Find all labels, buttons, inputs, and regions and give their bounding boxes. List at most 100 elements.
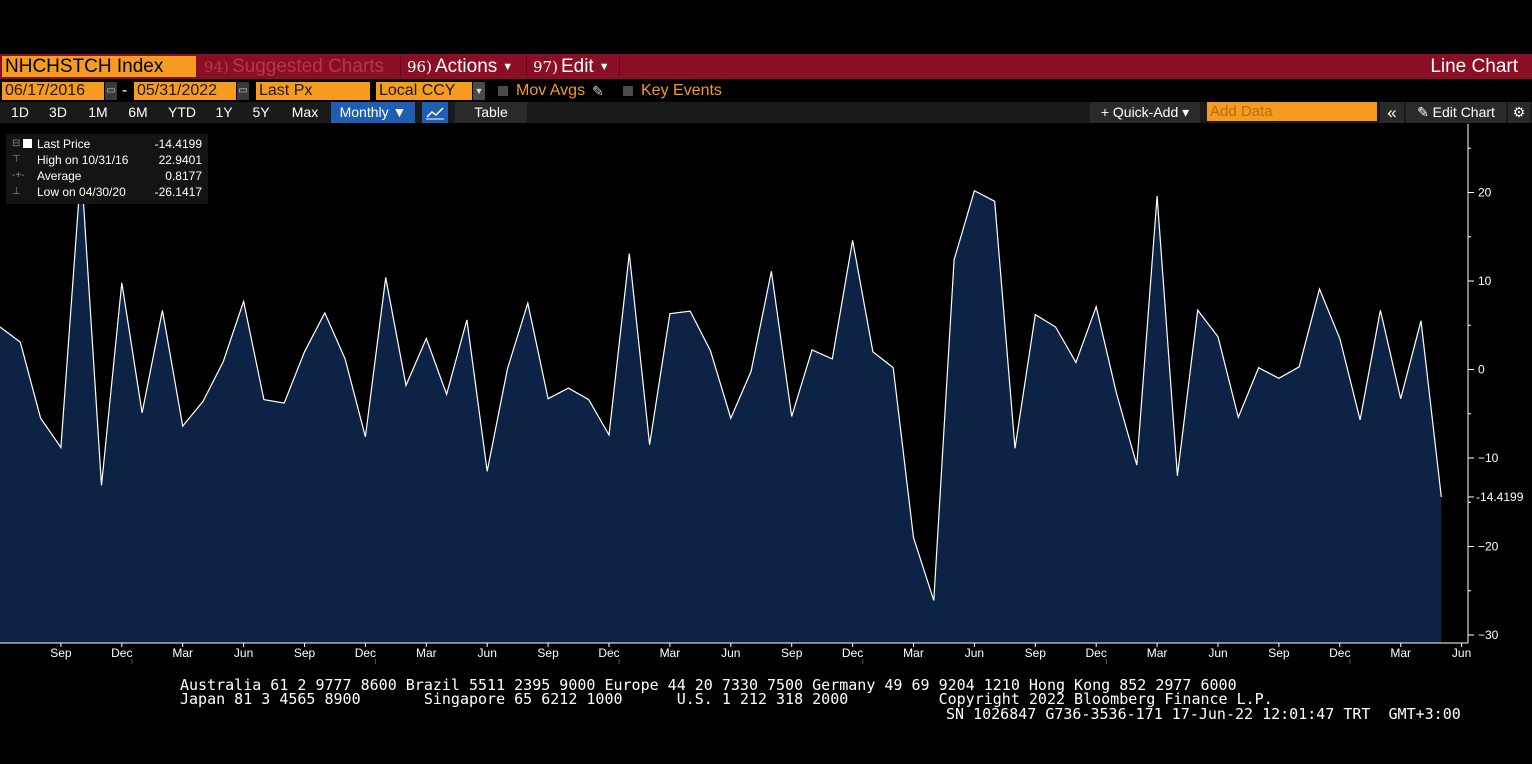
- suggested-charts-label: Suggested Charts: [231, 56, 385, 77]
- x-month-label: Sep: [50, 646, 72, 660]
- x-year-label: 2021: [1205, 662, 1232, 664]
- series-swatch-icon: [23, 139, 32, 148]
- header-divider: [526, 56, 527, 77]
- mov-avgs-label[interactable]: Mov Avgs: [516, 82, 586, 99]
- header-divider: [400, 56, 401, 77]
- legend-average-label: Average: [37, 169, 82, 183]
- actions-menu-button[interactable]: 96) Actions ▼: [407, 56, 513, 77]
- x-month-label: Jun: [721, 646, 740, 660]
- last-value-box: [1472, 487, 1532, 506]
- quick-add-button[interactable]: + Quick-Add ▾: [1090, 102, 1200, 123]
- x-month-label: Jun: [234, 646, 253, 660]
- start-date-input[interactable]: 06/17/2016: [2, 82, 104, 100]
- x-month-label: Jun: [1208, 646, 1227, 660]
- x-month-label: Dec: [598, 646, 619, 660]
- settings-gear-icon[interactable]: ⚙: [1508, 102, 1530, 123]
- edit-caret-icon: ▼: [598, 61, 610, 73]
- x-month-label: Mar: [172, 646, 193, 660]
- legend-average: -+- Average 0.8177: [6, 168, 208, 184]
- edit-label: Edit: [560, 56, 594, 77]
- edit-chart-button[interactable]: ✎ Edit Chart: [1406, 102, 1506, 123]
- footer-contacts-line1: Australia 61 2 9777 8600 Brazil 5511 239…: [180, 676, 1237, 694]
- y-tick-label: −20: [1478, 540, 1499, 554]
- period-1m-button[interactable]: 1M: [88, 104, 108, 120]
- key-events-label[interactable]: Key Events: [641, 82, 722, 99]
- period-max-button[interactable]: Max: [291, 104, 319, 120]
- header-divider: [619, 56, 620, 77]
- x-month-label: Jun: [965, 646, 984, 660]
- end-date-input[interactable]: 05/31/2022: [134, 82, 236, 100]
- period-5y-button[interactable]: 5Y: [252, 104, 270, 120]
- legend-high-label: High on 10/31/16: [37, 153, 129, 167]
- currency-dropdown-icon[interactable]: ▼: [473, 82, 485, 100]
- suggested-charts-number: 94): [204, 58, 229, 76]
- x-month-label: Mar: [903, 646, 924, 660]
- x-year-label: 2018: [474, 662, 501, 664]
- table-button[interactable]: Table: [455, 102, 527, 123]
- x-month-label: Dec: [355, 646, 376, 660]
- ticker-field[interactable]: NHCHSTCH Index: [2, 56, 196, 77]
- series-area: [0, 166, 1442, 644]
- line-chart: 20 10 0 −10 −20 −30 -14.4199 Sep Dec Mar Jun Sep Dec…: [0, 124, 1532, 664]
- x-year-label: 2019: [717, 662, 744, 664]
- x-month-label: Jun: [478, 646, 497, 660]
- x-month-label: Sep: [1268, 646, 1290, 660]
- y-tick-label: 20: [1478, 186, 1492, 200]
- period-1d-button[interactable]: 1D: [11, 104, 29, 120]
- key-events-checkbox[interactable]: [623, 86, 633, 96]
- x-month-label: Dec: [111, 646, 132, 660]
- y-tick-label: 0: [1478, 363, 1485, 377]
- price-field-input[interactable]: Last Px: [256, 82, 370, 100]
- x-month-label: Sep: [1025, 646, 1047, 660]
- legend-average-value: 0.8177: [165, 169, 202, 183]
- edit-number: 97): [533, 58, 558, 76]
- x-month-label: Sep: [294, 646, 316, 660]
- low-marker-icon: ⊥: [12, 186, 21, 197]
- actions-label: Actions: [434, 56, 498, 77]
- series-line: [0, 166, 1442, 601]
- legend-low-label: Low on 04/30/20: [37, 185, 126, 199]
- period-ytd-button[interactable]: YTD: [168, 104, 196, 120]
- suggested-charts-button[interactable]: 94) Suggested Charts: [204, 56, 384, 77]
- toolbar-header: [0, 54, 1532, 79]
- legend-high: ⊤ High on 10/31/16 22.9401: [6, 152, 208, 168]
- x-year-label: 2020: [961, 662, 988, 664]
- pencil-icon[interactable]: ✎: [592, 83, 604, 99]
- x-month-label: Mar: [660, 646, 681, 660]
- currency-select[interactable]: Local CCY: [376, 82, 472, 100]
- end-calendar-icon[interactable]: ▭: [237, 82, 249, 100]
- high-marker-icon: ⊤: [12, 154, 21, 165]
- chart-type-title: Line Chart: [1430, 56, 1518, 77]
- x-month-label: Dec: [1329, 646, 1350, 660]
- period-1y-button[interactable]: 1Y: [215, 104, 233, 120]
- chart-legend: ⊟ Last Price -14.4199 ⊤ High on 10/31/16…: [6, 134, 208, 204]
- legend-last-value: -14.4199: [154, 137, 202, 151]
- legend-last-price: ⊟ Last Price -14.4199: [6, 136, 208, 152]
- frequency-select[interactable]: Monthly ▼: [331, 102, 415, 123]
- legend-collapse-icon[interactable]: ⊟: [12, 138, 21, 149]
- line-chart-icon[interactable]: [422, 102, 448, 123]
- y-tick-label: 10: [1478, 274, 1492, 288]
- legend-low: ⊥ Low on 04/30/20 -26.1417: [6, 184, 208, 200]
- edit-menu-button[interactable]: 97) Edit ▼: [533, 56, 610, 77]
- start-calendar-icon[interactable]: ▭: [105, 82, 117, 100]
- x-month-label: Jun: [1452, 646, 1471, 660]
- y-tick-label: −30: [1478, 628, 1499, 642]
- average-marker-icon: -+-: [12, 170, 25, 181]
- actions-number: 96): [407, 58, 432, 76]
- x-year-label: 2022: [1448, 662, 1475, 664]
- x-month-label: Sep: [537, 646, 559, 660]
- legend-low-value: -26.1417: [154, 185, 202, 199]
- actions-caret-icon: ▼: [502, 61, 514, 73]
- x-year-label: 2016: [48, 662, 75, 664]
- collapse-icon[interactable]: «: [1380, 102, 1404, 123]
- x-month-label: Dec: [842, 646, 863, 660]
- x-month-label: Dec: [1086, 646, 1107, 660]
- period-6m-button[interactable]: 6M: [128, 104, 148, 120]
- mov-avgs-checkbox[interactable]: [498, 86, 508, 96]
- period-3d-button[interactable]: 3D: [49, 104, 67, 120]
- add-data-input[interactable]: Add Data: [1207, 102, 1377, 121]
- last-value-label: -14.4199: [1476, 490, 1524, 504]
- x-month-label: Mar: [1147, 646, 1168, 660]
- x-year-label: 2017: [230, 662, 257, 664]
